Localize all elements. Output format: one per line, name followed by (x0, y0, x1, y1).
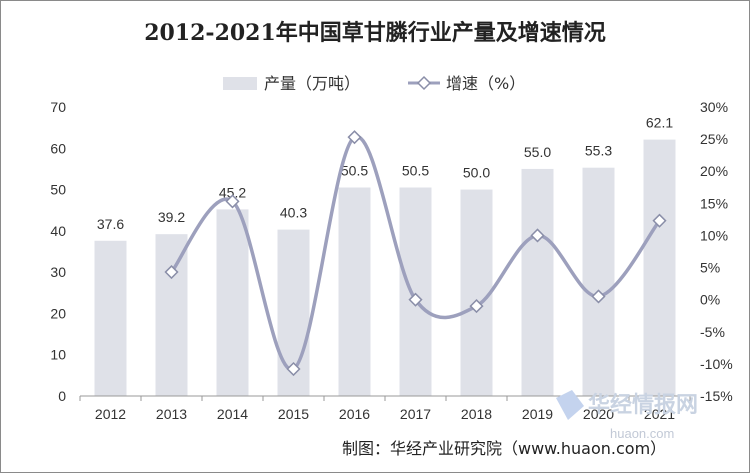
right-axis-tick-label: -5% (700, 324, 725, 340)
growth-marker (164, 264, 179, 280)
left-axis-tick-label: 40 (50, 223, 66, 239)
right-axis-tick-label: 15% (700, 195, 728, 211)
left-axis: 0 10 20 30 40 50 60 70 (50, 99, 66, 404)
legend-bar-swatch (223, 77, 257, 90)
right-axis-tick-label: 30% (700, 99, 728, 115)
left-axis-tick-label: 60 (50, 140, 66, 156)
x-axis-tick-label: 2014 (217, 406, 248, 422)
bar (460, 189, 493, 396)
source-note: 制图：华经产业研究院（www.huaon.com） (342, 439, 666, 458)
growth-marker (225, 194, 240, 209)
x-axis-tick-label: 2013 (156, 406, 187, 422)
x-axis-tick-label: 2019 (522, 406, 553, 422)
bar-data-label: 62.1 (646, 115, 673, 131)
bar (582, 167, 615, 396)
left-axis-tick-label: 30 (50, 264, 66, 280)
x-axis-tick-label: 2015 (278, 406, 309, 422)
watermark-url: huaon.com (610, 426, 674, 441)
bar-series (94, 139, 676, 396)
growth-marker (530, 228, 545, 243)
bar (643, 139, 676, 396)
growth-markers (164, 130, 667, 377)
x-axis-tick-label: 2020 (583, 406, 614, 422)
bar (94, 240, 127, 396)
right-axis-tick-label: 5% (700, 260, 720, 276)
bar (399, 187, 432, 396)
growth-marker (408, 292, 423, 307)
x-axis-tick-label: 2021 (644, 406, 675, 422)
x-axis-tick-label: 2018 (461, 406, 492, 422)
bar (155, 234, 188, 396)
watermark: 华经情报网 huaon.com (556, 390, 698, 441)
growth-marker (591, 289, 606, 304)
x-axis: 2012 2013 2014 2015 2016 2017 2018 2019 2020 2021 (79, 396, 691, 422)
right-axis-tick-label: 25% (700, 131, 728, 147)
bar (216, 209, 249, 396)
right-axis-tick-label: 0% (700, 292, 720, 308)
x-axis-tick-label: 2016 (339, 406, 370, 422)
right-axis-tick-label: 20% (700, 163, 728, 179)
left-axis-tick-label: 10 (50, 347, 66, 363)
bar-data-labels: 37.6 39.2 45.2 40.3 50.5 50.5 50.0 55.0 55.3 62.1 (97, 115, 673, 232)
growth-marker (347, 130, 362, 145)
left-axis-tick-label: 50 (50, 182, 66, 198)
bar-data-label: 55.3 (585, 143, 612, 159)
right-axis: -15% -10% -5% 0% 5% 10% 15% 20% 25% 30% (700, 99, 733, 404)
bar-data-label: 39.2 (158, 209, 185, 225)
right-axis-tick-label: 10% (700, 227, 728, 243)
watermark-brand: 华经情报网 (588, 392, 698, 418)
bar (521, 168, 554, 396)
growth-marker (286, 361, 301, 377)
left-axis-tick-label: 0 (58, 388, 66, 404)
bar-data-label: 55.0 (524, 144, 551, 160)
right-axis-tick-label: -15% (700, 388, 733, 404)
left-axis-tick-label: 70 (50, 99, 66, 115)
x-axis-tick-label: 2017 (400, 406, 431, 422)
bar-data-label: 37.6 (97, 216, 124, 232)
chart-title: 2012-2021年中国草甘膦行业产量及增速情况 (144, 20, 606, 46)
bar-data-label: 50.5 (402, 163, 429, 179)
growth-line (170, 135, 661, 371)
legend: 产量（万吨） 增速（%） (223, 74, 525, 93)
bar-data-label: 40.3 (280, 205, 307, 221)
legend-label-output: 产量（万吨） (264, 74, 360, 93)
growth-marker (469, 299, 484, 314)
legend-diamond-marker (416, 75, 432, 91)
legend-label-growth: 增速（%） (446, 74, 525, 93)
bar (338, 187, 371, 396)
growth-marker (652, 213, 667, 228)
right-axis-tick-label: -10% (700, 356, 733, 372)
bar-data-label: 50.5 (341, 163, 368, 179)
bar-data-label: 50.0 (463, 165, 490, 181)
bar-data-label: 45.2 (219, 184, 246, 200)
watermark-logo-icon (556, 390, 584, 420)
left-axis-tick-label: 20 (50, 305, 66, 321)
x-axis-tick-label: 2012 (95, 406, 126, 422)
